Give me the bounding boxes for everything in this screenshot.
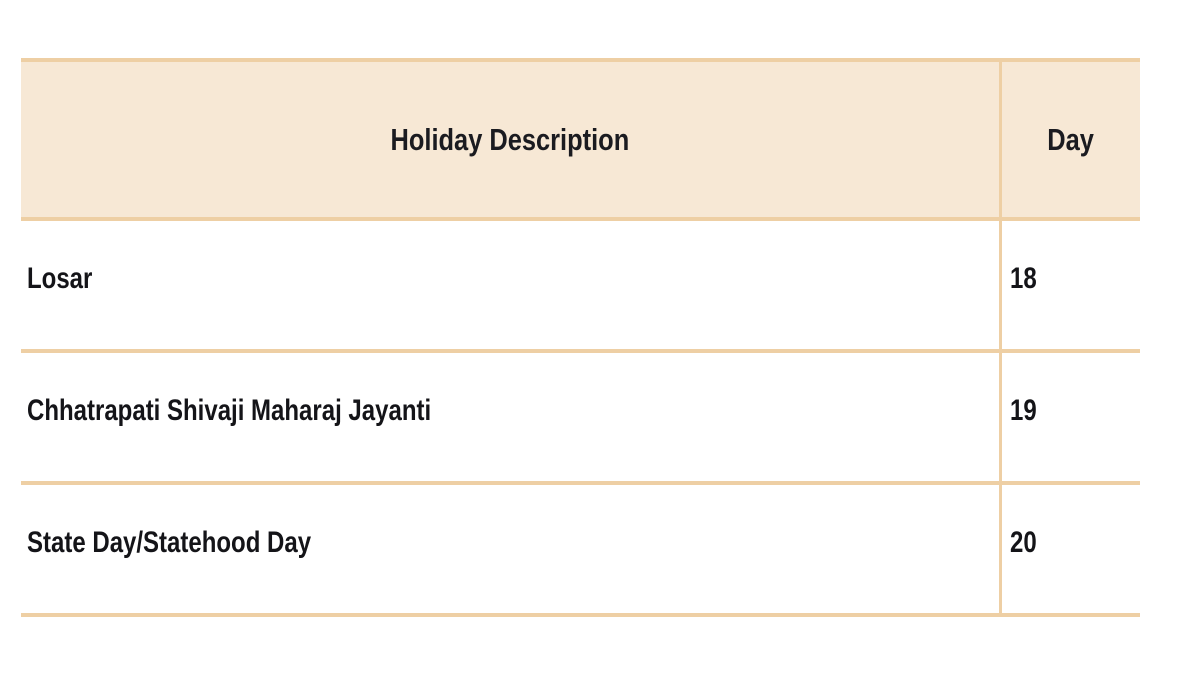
holiday-description-text: Chhatrapati Shivaji Maharaj Jayanti xyxy=(27,394,432,427)
column-header-holiday-description-label: Holiday Description xyxy=(390,121,630,157)
cell-holiday-description: Chhatrapati Shivaji Maharaj Jayanti xyxy=(21,351,1000,485)
holiday-description-text: Losar xyxy=(27,262,93,295)
holiday-description-text: State Day/Statehood Day xyxy=(27,526,312,559)
table-row: State Day/Statehood Day 20 xyxy=(21,483,1140,617)
cell-day: 18 xyxy=(998,219,1140,353)
day-text: 19 xyxy=(1009,394,1037,427)
table-row: Chhatrapati Shivaji Maharaj Jayanti 19 xyxy=(21,351,1140,485)
table-header-row: Holiday Description Day xyxy=(21,58,1140,221)
cell-day: 19 xyxy=(998,351,1140,485)
cell-day: 20 xyxy=(998,483,1140,617)
table-body: Losar 18 Chhatrapati Shivaji Maharaj Jay… xyxy=(21,219,1140,617)
day-text: 18 xyxy=(1009,262,1037,295)
column-header-day[interactable]: Day xyxy=(1011,58,1128,221)
column-header-day-label: Day xyxy=(1047,121,1094,157)
day-text: 20 xyxy=(1009,526,1037,559)
table-header: Holiday Description Day xyxy=(21,58,1140,221)
holiday-table-container: Holiday Description Day Losar 18 xyxy=(21,58,1140,617)
table-row: Losar 18 xyxy=(21,219,1140,353)
holiday-list-table: Holiday Description Day Losar 18 xyxy=(21,58,1140,617)
cell-holiday-description: Losar xyxy=(21,219,1000,353)
column-header-holiday-description[interactable]: Holiday Description xyxy=(109,58,912,221)
cell-holiday-description: State Day/Statehood Day xyxy=(21,483,1000,617)
